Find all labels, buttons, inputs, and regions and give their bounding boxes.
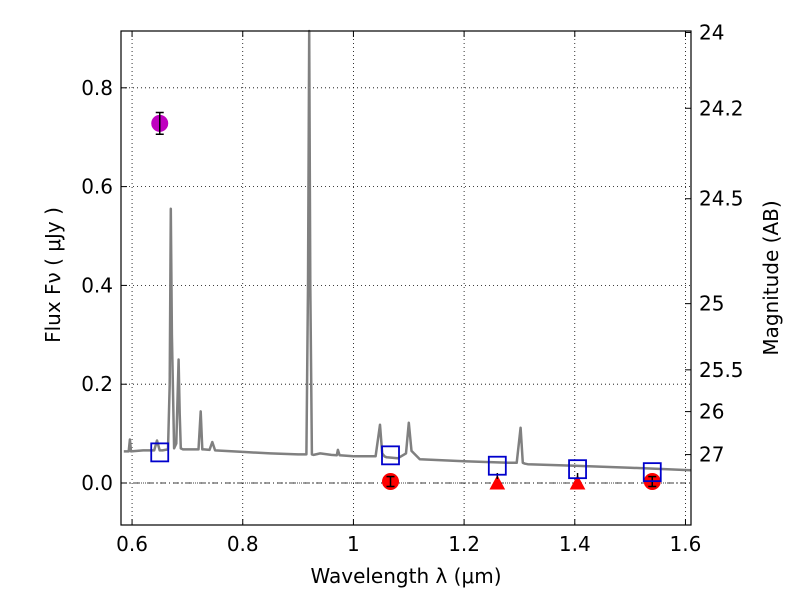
upper-limit-marker [489,474,506,490]
mag-tick-label: 26 [699,400,724,424]
mag-tick-label: 25 [699,292,724,316]
model-spectrum-line [123,29,692,472]
mag-tick-label: 24.2 [699,96,744,120]
x-tick-label: 0.6 [116,532,148,556]
x-tick-label: 1.6 [670,532,702,556]
x-tick-label: 0.8 [227,532,259,556]
mag-tick-label: 27 [699,443,724,467]
model-photometry-square [150,442,170,463]
y-tick-label: 0.0 [81,471,113,495]
y-tick-label: 0.8 [81,76,113,100]
y-tick-label: 0.4 [81,273,113,297]
ticks-group [121,31,691,525]
spectrum-group [123,29,692,472]
y-tick-label: 0.2 [81,372,113,396]
grid [121,31,691,525]
model-photometry-square [487,455,507,476]
x-axis-label: Wavelength λ (μm) [310,564,501,588]
y-tick-label: 0.6 [81,175,113,199]
x-tick-label: 1.4 [559,532,591,556]
model-photometry-square [568,459,587,480]
x-tick-label: 1.2 [448,532,480,556]
x-tick-label: 1 [347,532,360,556]
y-axis-right-label: Magnitude (AB) [759,200,783,355]
model-photometry-square [381,445,400,466]
data-points-group [150,111,662,491]
mag-tick-label: 24.5 [699,187,744,211]
model-photometry-square [642,462,662,483]
mag-tick-label: 24 [699,20,724,44]
upper-limit-marker [569,474,586,490]
y-axis-label: Flux Fν ( μJy ) [41,207,65,343]
mag-tick-label: 25.5 [699,358,744,382]
plot-frame [120,30,692,526]
